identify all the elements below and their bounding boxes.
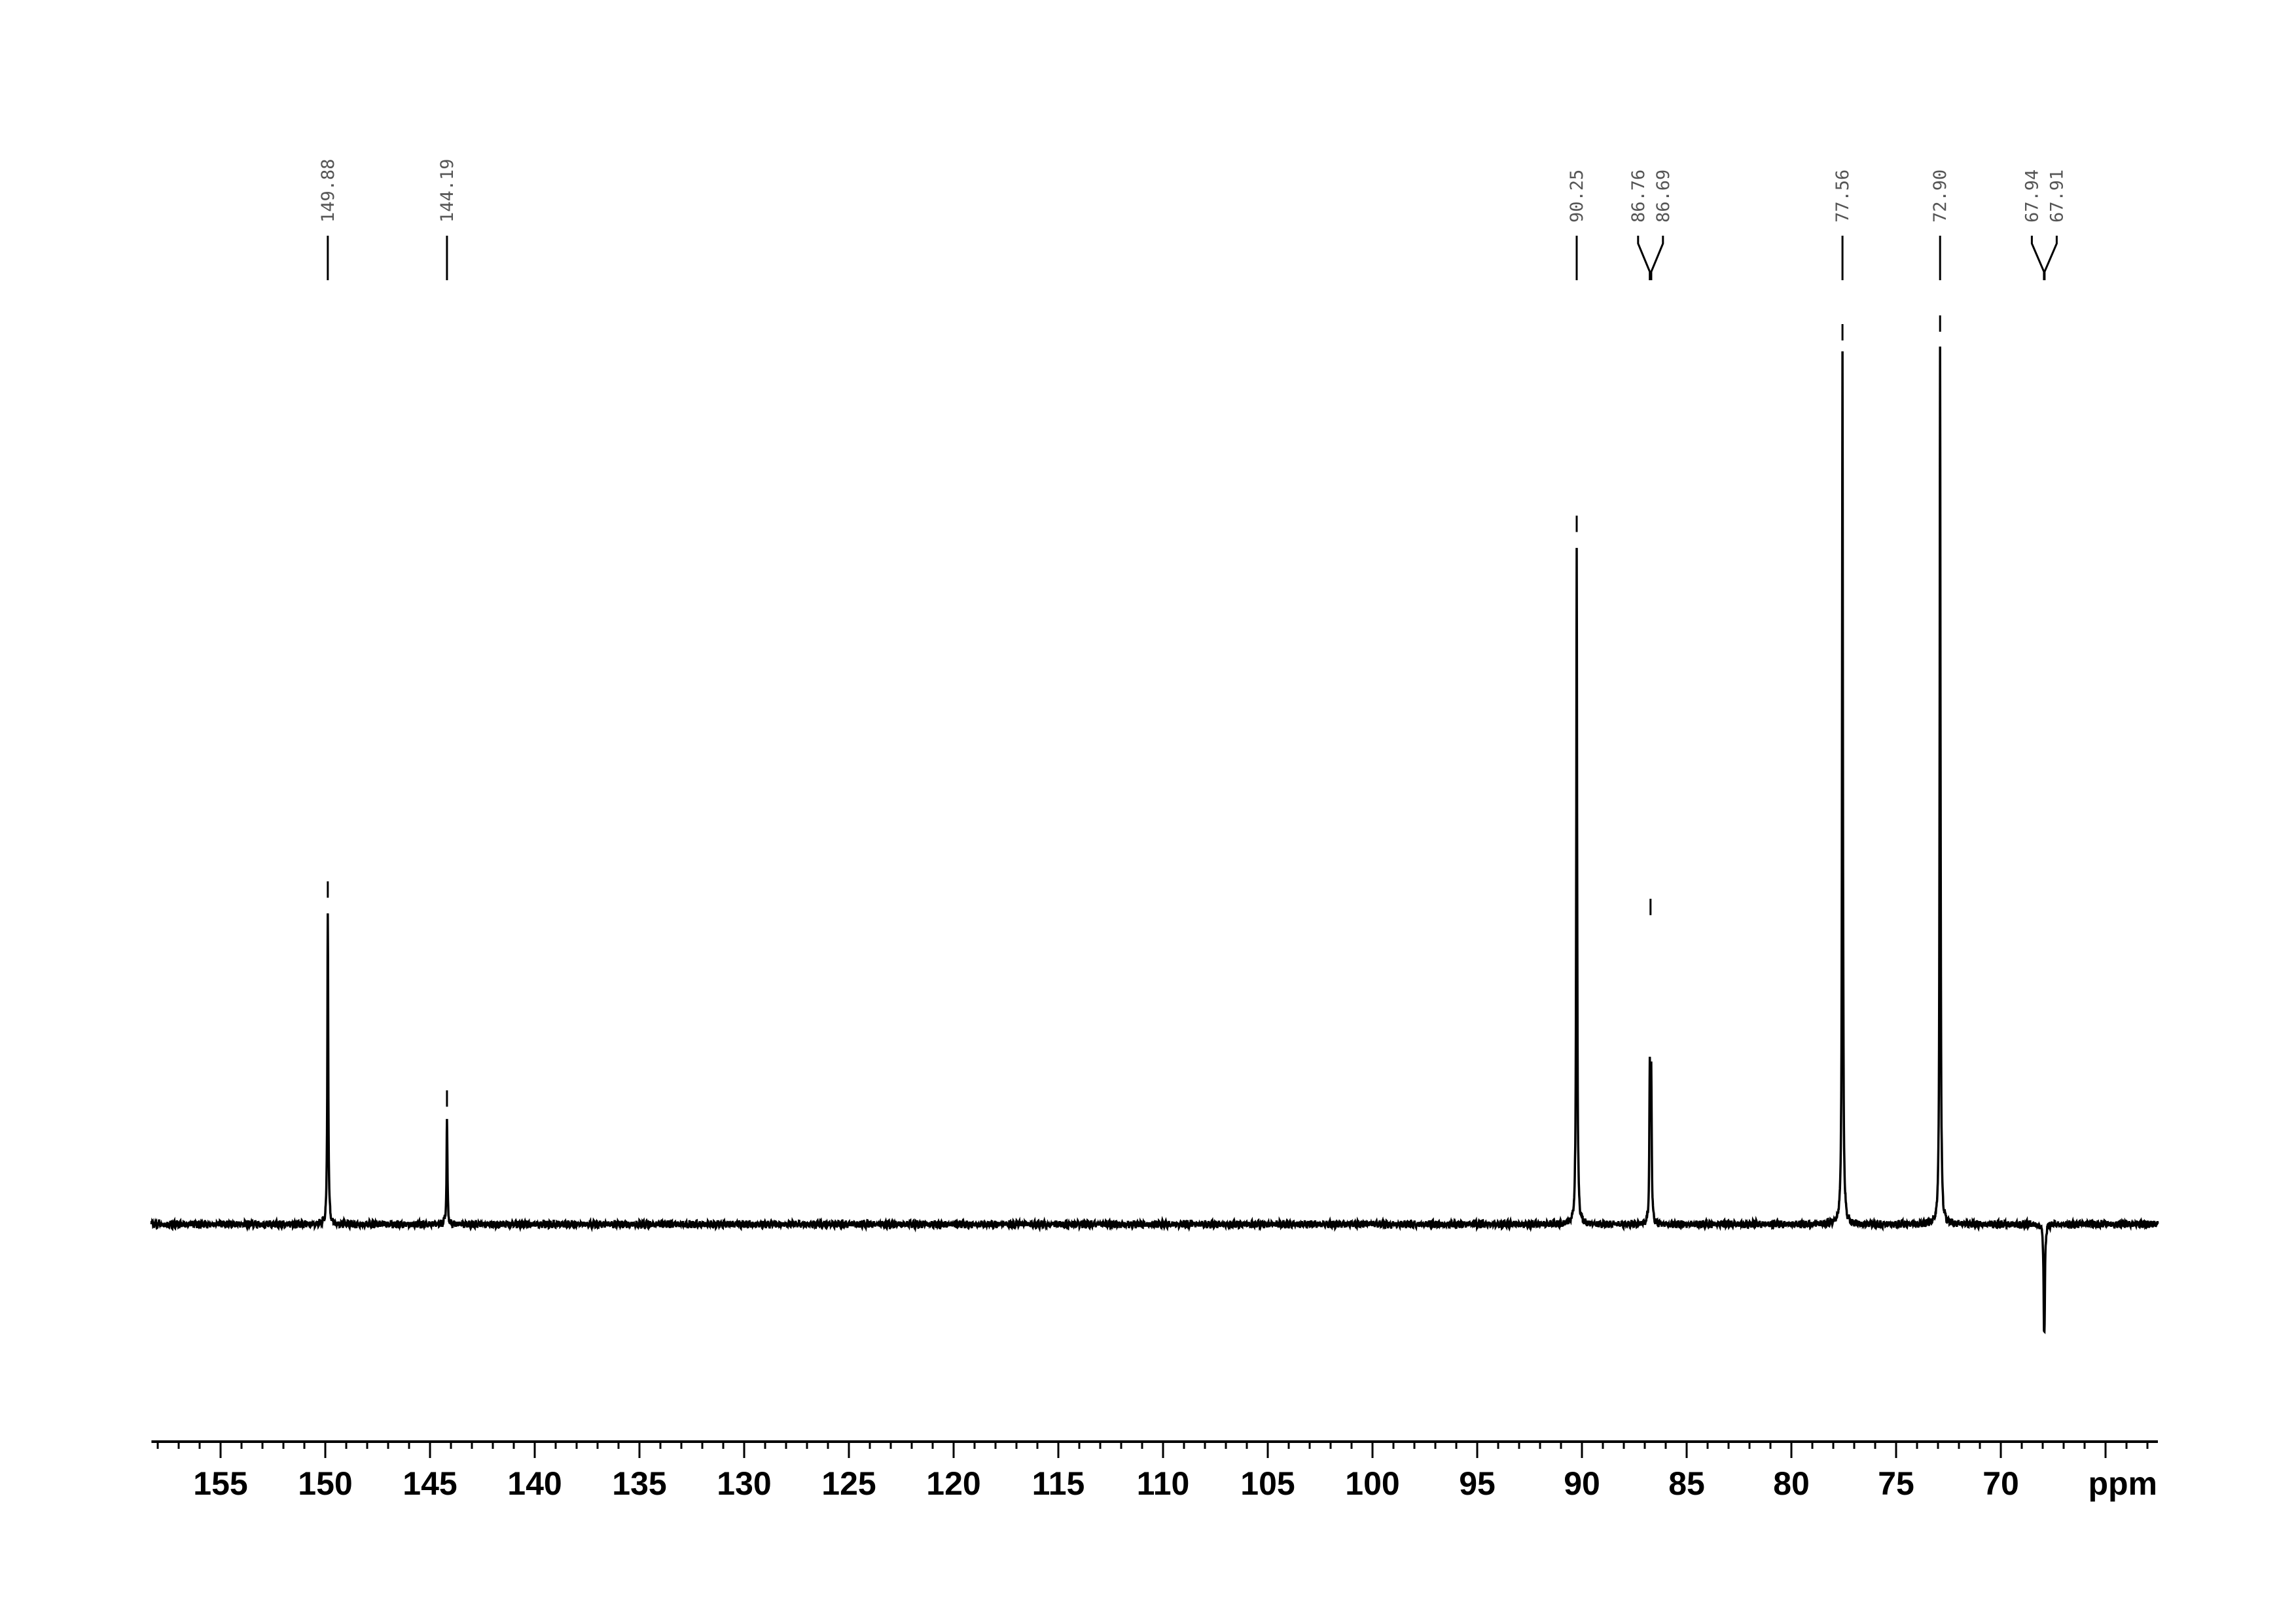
- tick-label: 130: [717, 1465, 771, 1502]
- peak-label: 90.25: [1567, 170, 1587, 223]
- x-axis-unit-label: ppm: [2088, 1465, 2157, 1502]
- tick-label: 115: [1032, 1465, 1085, 1502]
- peak-labels: 149.88 144.19 90.25 86.76 86.69 77.56 72.90 67.…: [318, 158, 2067, 280]
- x-axis: 155 150 145 140 135 130 125 120 115 110 105 100 95 90…: [151, 1440, 2158, 1502]
- tick-label: 135: [612, 1465, 666, 1502]
- peak-label: 77.56: [1833, 170, 1853, 223]
- peak-label-connector: [1650, 236, 1664, 280]
- peak-label: 72.90: [1930, 170, 1950, 223]
- tick-label: 145: [403, 1465, 457, 1502]
- peak-label: 67.91: [2047, 170, 2067, 223]
- tick-label: 120: [926, 1465, 980, 1502]
- tick-label: 80: [1773, 1465, 1810, 1502]
- peak-label-connector: [1637, 236, 1651, 280]
- tick-label: 75: [1878, 1465, 1914, 1502]
- peak-label: 67.94: [2022, 170, 2042, 223]
- tick-label: 140: [507, 1465, 562, 1502]
- tick-label: 125: [821, 1465, 876, 1502]
- tick-label: 70: [1982, 1465, 2019, 1502]
- tick-label: 100: [1345, 1465, 1399, 1502]
- tick-label: 155: [193, 1465, 247, 1502]
- tick-label: 95: [1459, 1465, 1496, 1502]
- peak-label-connector: [2043, 236, 2058, 280]
- peak-label: 144.19: [437, 158, 457, 223]
- peak-markers: [327, 315, 1941, 1107]
- tick-label: 105: [1240, 1465, 1295, 1502]
- peak-label: 86.69: [1653, 170, 1674, 223]
- tick-label: 150: [298, 1465, 352, 1502]
- peak-label: 149.88: [318, 158, 338, 223]
- peak-label-connector: [2030, 236, 2045, 280]
- peak-label: 86.76: [1628, 170, 1649, 223]
- spectrum-line: [150, 346, 2159, 1334]
- tick-label: 90: [1564, 1465, 1600, 1502]
- tick-label: 85: [1668, 1465, 1705, 1502]
- tick-label: 110: [1137, 1465, 1190, 1502]
